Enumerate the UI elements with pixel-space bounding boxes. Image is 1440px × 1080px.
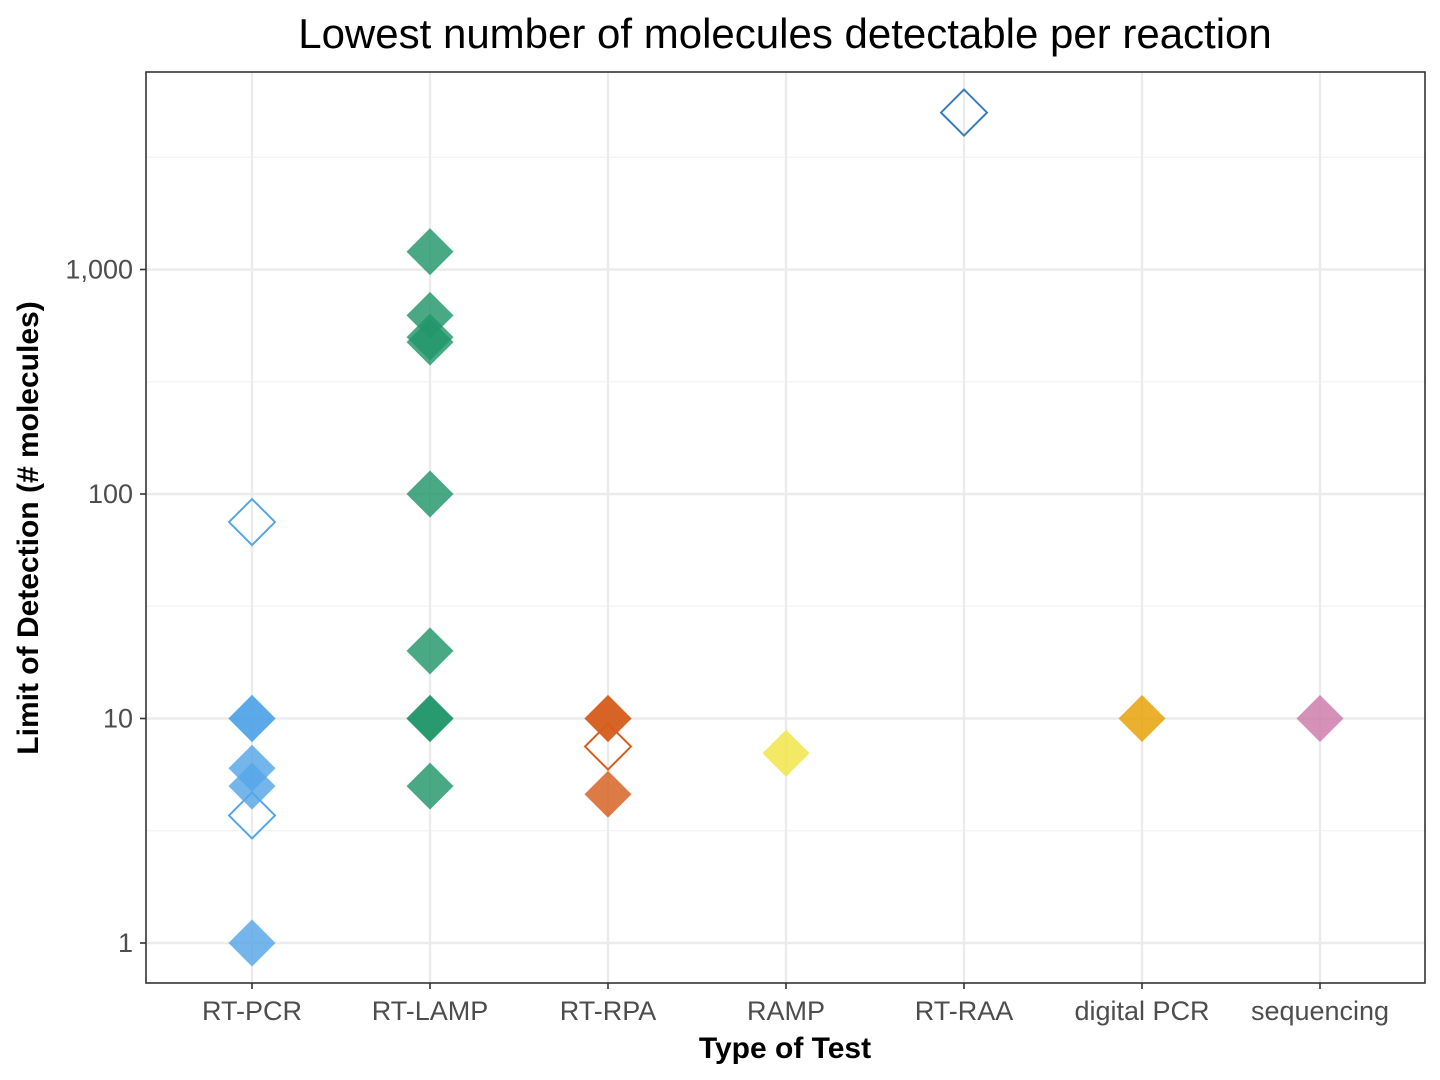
x-tick-label: RT-RAA xyxy=(915,996,1014,1026)
data-point-sequencing xyxy=(1296,694,1344,743)
data-point-ramp xyxy=(762,729,810,777)
x-tick-label: RT-RPA xyxy=(560,996,657,1026)
x-tick-label: RAMP xyxy=(747,996,825,1026)
y-tick-label: 10 xyxy=(103,704,133,734)
data-points xyxy=(227,88,1344,967)
x-tick-label: RT-LAMP xyxy=(372,996,489,1026)
data-point-rt-pcr xyxy=(227,497,277,547)
data-point-rt-pcr xyxy=(228,762,276,810)
chart-title: Lowest number of molecules detectable pe… xyxy=(298,10,1272,57)
x-axis-ticks: RT-PCR RT-LAMP RT-RPA RAMP RT-RAA digital PCR… xyxy=(202,983,1389,1026)
data-point-rt-pcr xyxy=(228,919,276,967)
y-tick-label: 1,000 xyxy=(65,255,133,285)
x-tick-label: RT-PCR xyxy=(202,996,302,1026)
data-point-rt-lamp xyxy=(406,627,454,675)
y-axis-ticks: 1 10 100 1,000 xyxy=(65,255,146,958)
y-tick-label: 1 xyxy=(118,928,133,958)
data-point-rt-rpa xyxy=(584,694,632,743)
x-axis-label: Type of Test xyxy=(699,1032,871,1065)
y-axis-label: Limit of Detection (# molecules) xyxy=(12,301,45,754)
data-point-rt-pcr xyxy=(228,694,276,743)
data-point-rt-lamp xyxy=(406,694,454,743)
data-point-rt-lamp xyxy=(406,762,454,810)
x-tick-label: sequencing xyxy=(1251,996,1389,1026)
data-point-rt-rpa xyxy=(584,770,632,818)
data-point-digital-pcr xyxy=(1118,694,1166,743)
data-point-rt-pcr xyxy=(227,791,277,840)
data-point-rt-lamp xyxy=(406,318,454,366)
x-tick-label: digital PCR xyxy=(1074,996,1209,1026)
y-tick-label: 100 xyxy=(88,479,133,509)
data-point-rt-lamp xyxy=(406,228,454,276)
data-point-rt-rpa xyxy=(583,722,633,771)
data-point-rt-raa xyxy=(939,88,989,137)
data-point-rt-lamp xyxy=(406,470,454,518)
grid xyxy=(146,72,1425,983)
